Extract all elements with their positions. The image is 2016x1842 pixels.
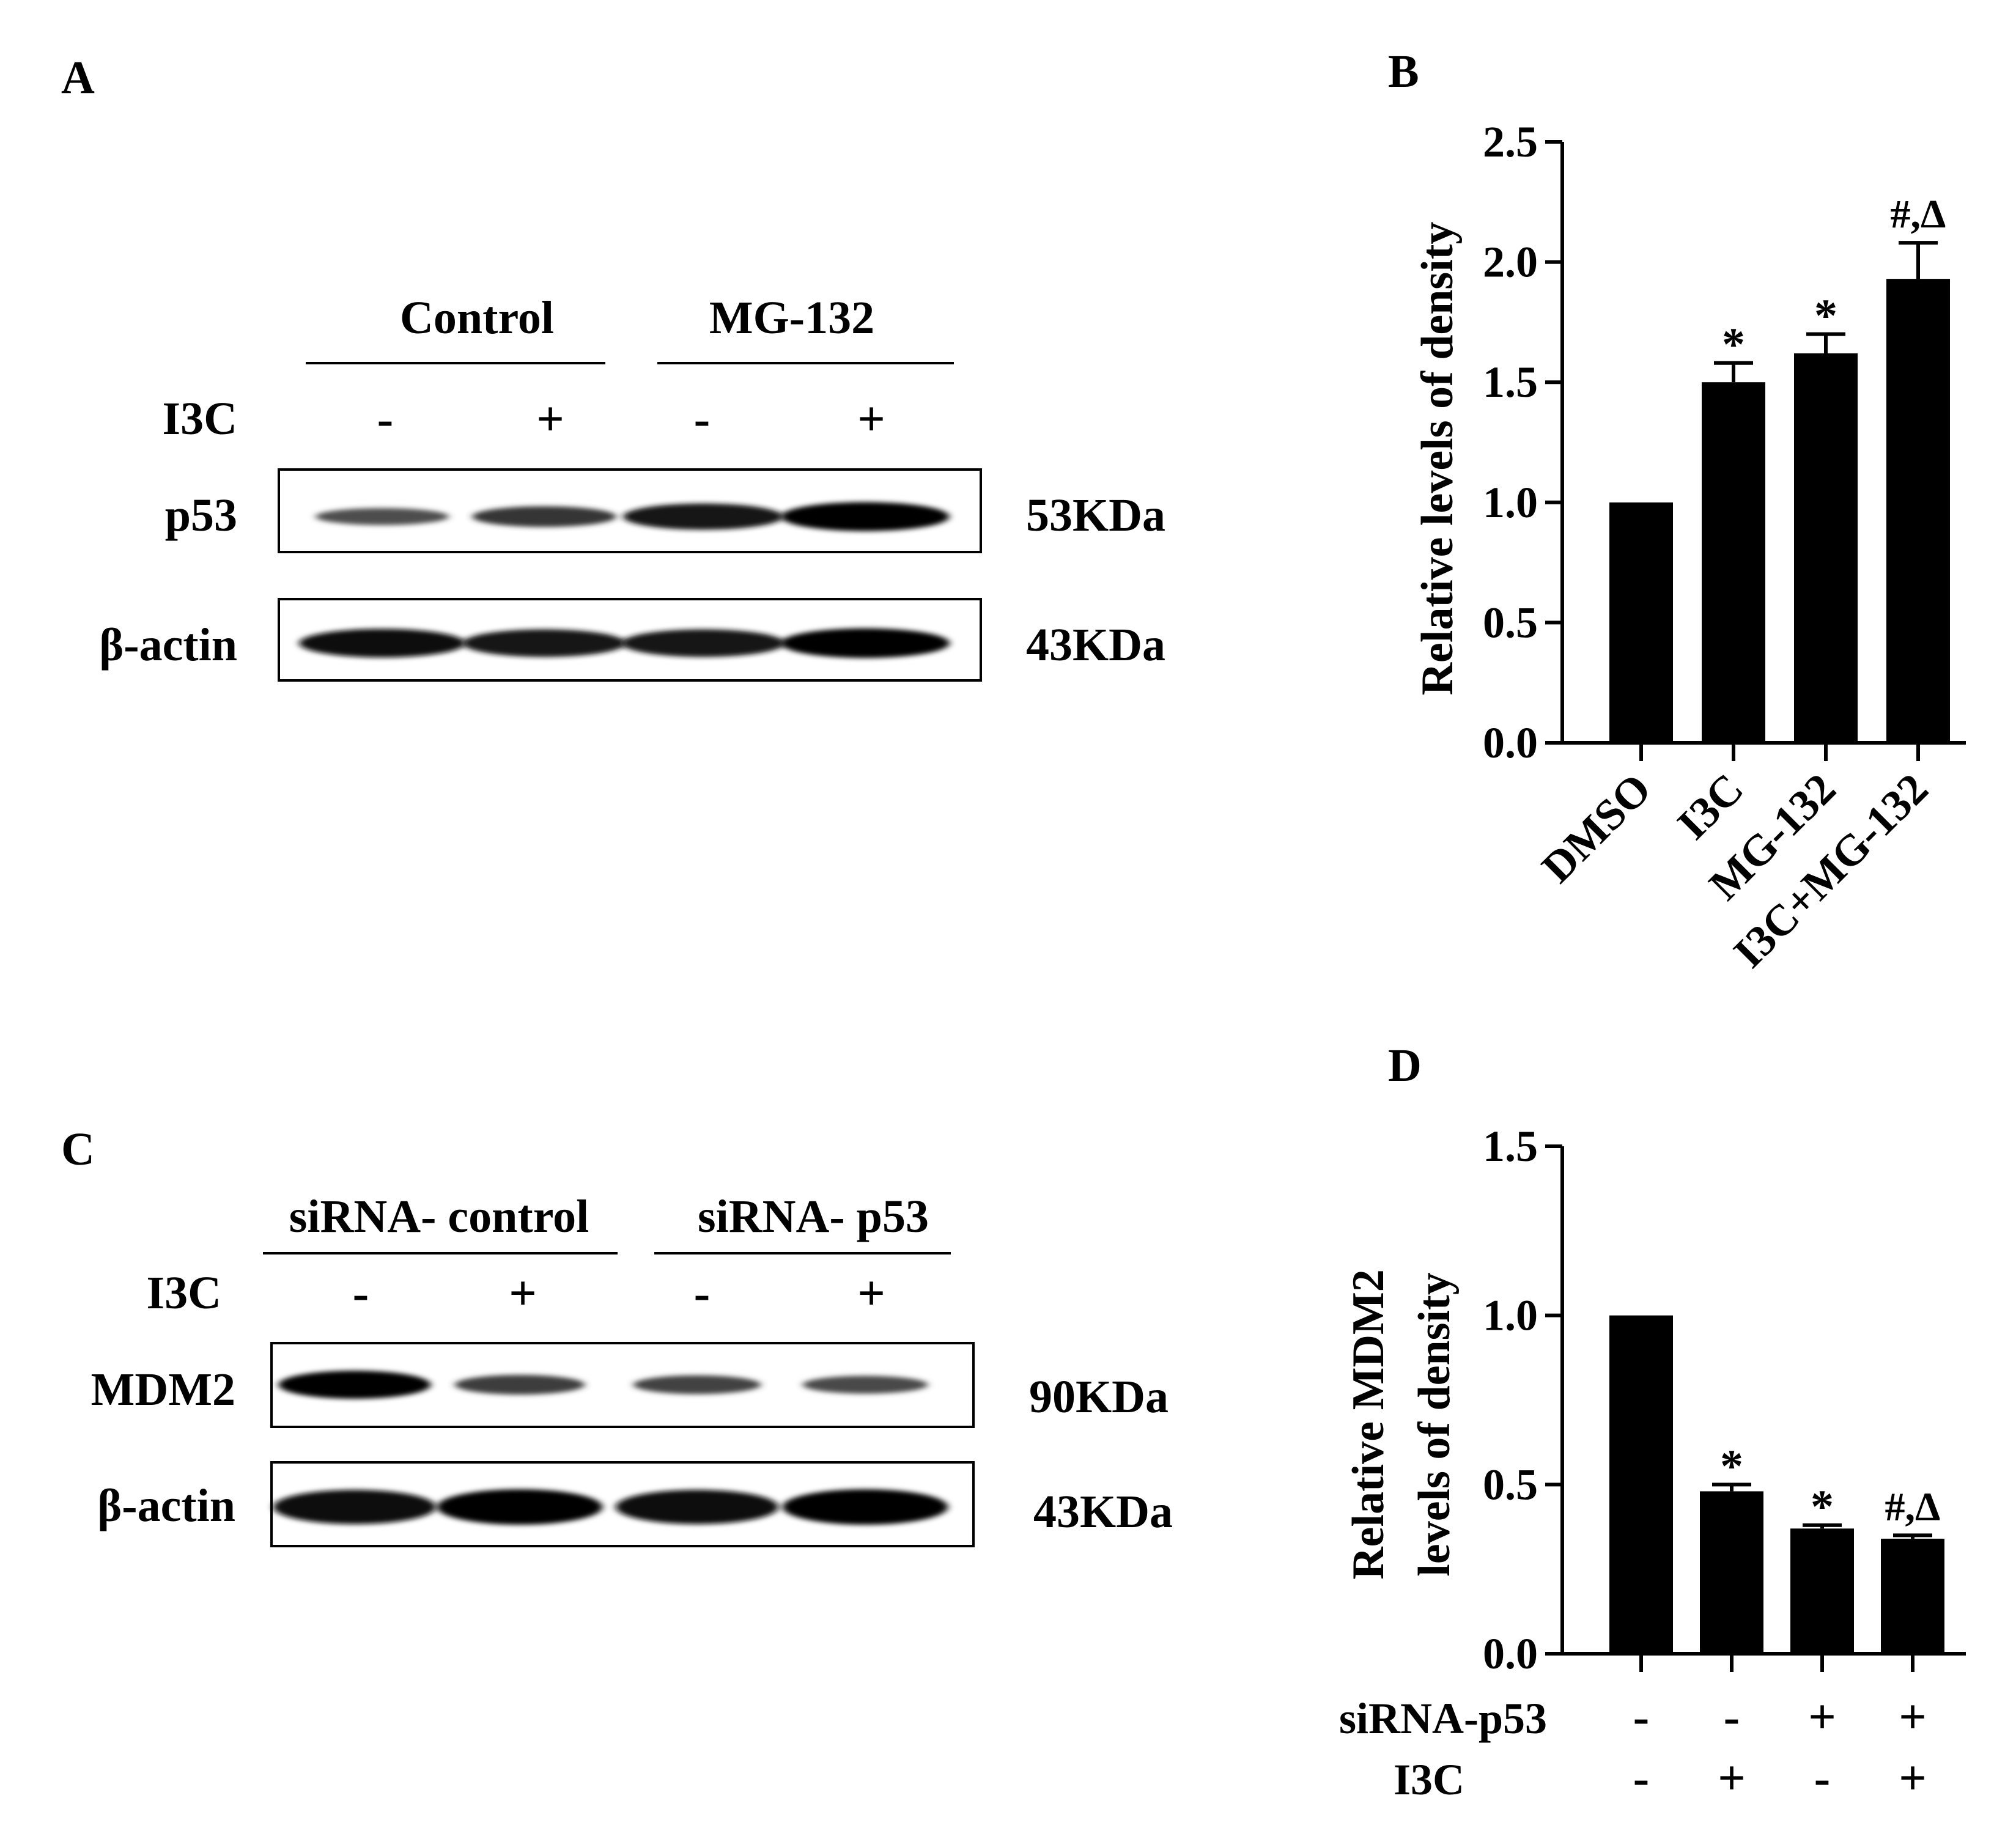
significance-label: * (1722, 319, 1745, 370)
y-tick-label: 0.5 (1483, 1460, 1538, 1509)
treatment-sign: + (857, 392, 885, 446)
significance-label: #,Δ (1885, 1484, 1941, 1529)
y-tick-label: 0.5 (1483, 598, 1538, 647)
band-beta-actin (615, 1489, 779, 1525)
panel-a: A Control MG-132 I3C - + - + p53 53KDa β… (61, 52, 1165, 682)
size-label-beta-actin: 43KDa (1026, 619, 1165, 671)
band-beta-actin (780, 628, 950, 658)
band-beta-actin (621, 629, 785, 657)
row-label-mdm2: MDM2 (91, 1364, 235, 1415)
bar (1609, 502, 1673, 743)
condition-sign: + (1899, 1752, 1927, 1805)
y-tick-label: 2.5 (1483, 117, 1538, 166)
band-group-beta-actin (273, 1489, 948, 1525)
significance-label: * (1814, 290, 1837, 342)
band-p53 (315, 508, 449, 525)
treatment-sign: + (536, 392, 564, 446)
band-mdm2 (802, 1376, 928, 1394)
condition-sign: - (1814, 1752, 1831, 1805)
condition-sign: - (1633, 1752, 1650, 1805)
panel-d: D Relative MDM2 levels of density 0.0 0.5… (1339, 1040, 1966, 1805)
band-mdm2 (278, 1371, 431, 1399)
treatment-sign: + (857, 1267, 885, 1321)
band-mdm2 (454, 1374, 585, 1395)
y-tick-label: 1.5 (1483, 1122, 1538, 1171)
treatment-sign: - (377, 392, 394, 446)
y-tick-label: 1.5 (1483, 358, 1538, 407)
condition-sign: + (1718, 1752, 1746, 1805)
treatment-label-i3c: I3C (147, 1267, 221, 1319)
treatment-label-i3c: I3C (163, 393, 237, 444)
condition-label-i3c: I3C (1394, 1755, 1464, 1804)
band-beta-actin (437, 1489, 603, 1525)
group-label-control: Control (400, 292, 554, 344)
condition-sign: - (1633, 1690, 1650, 1744)
significance-label: #,Δ (1891, 192, 1946, 237)
y-axis-title-line-2: levels of density (1409, 1272, 1460, 1576)
band-p53 (781, 502, 950, 531)
row-label-beta-actin: β-actin (97, 1480, 235, 1531)
y-axis-title-line-1: Relative MDM2 (1343, 1269, 1394, 1580)
y-tick-label: 0.0 (1483, 1629, 1538, 1678)
treatment-sign: + (509, 1267, 537, 1321)
band-group-mdm2 (278, 1371, 928, 1399)
panel-letter-c: C (61, 1124, 95, 1175)
group-label-sirna-p53: siRNA- p53 (698, 1191, 929, 1242)
band-p53 (623, 503, 783, 530)
bar (1794, 353, 1858, 743)
condition-sign: - (1724, 1690, 1740, 1744)
treatment-sign: - (353, 1267, 369, 1321)
panel-b: B Relative levels of density 0.0 0.5 1.0 1.… (1388, 46, 1966, 977)
condition-label-sirna-p53: siRNA-p53 (1339, 1694, 1547, 1743)
band-p53 (472, 506, 616, 527)
significance-label: * (1720, 1440, 1743, 1492)
y-tick-label: 0.0 (1483, 718, 1538, 767)
x-tick-label: DMSO (1532, 764, 1660, 892)
group-label-sirna-control: siRNA- control (289, 1191, 589, 1242)
bar (1886, 279, 1950, 743)
row-label-beta-actin: β-actin (99, 619, 237, 671)
band-group-p53 (315, 502, 950, 531)
bar (1790, 1528, 1854, 1654)
significance-label: * (1811, 1481, 1834, 1533)
condition-sign: + (1899, 1690, 1927, 1744)
panel-letter-d: D (1388, 1040, 1422, 1091)
bar (1700, 1491, 1763, 1654)
band-beta-actin (782, 1489, 948, 1525)
bar (1702, 382, 1765, 743)
size-label-mdm2: 90KDa (1029, 1371, 1169, 1423)
band-beta-actin (462, 629, 626, 657)
band-beta-actin (299, 628, 465, 658)
treatment-sign: - (694, 1267, 711, 1321)
y-axis-title: Relative levels of density (1412, 222, 1463, 696)
group-label-mg132: MG-132 (709, 292, 874, 344)
band-group-beta-actin (299, 628, 950, 658)
size-label-p53: 53KDa (1026, 490, 1165, 541)
band-beta-actin (273, 1489, 437, 1525)
condition-sign: + (1808, 1690, 1836, 1744)
row-label-p53: p53 (165, 490, 237, 541)
chart-d: 0.0 0.5 1.0 1.5 * * #,Δ (1483, 1122, 1966, 1678)
condition-signs: - - + + - + - + (1633, 1690, 1927, 1805)
size-label-beta-actin: 43KDa (1033, 1486, 1173, 1538)
y-tick-label: 1.0 (1483, 1291, 1538, 1340)
band-mdm2 (633, 1375, 761, 1394)
treatment-sign: - (694, 392, 711, 446)
y-tick-label: 1.0 (1483, 478, 1538, 527)
bar (1609, 1315, 1673, 1654)
panel-c: C siRNA- control siRNA- p53 I3C - + - + … (61, 1124, 1173, 1547)
bar (1881, 1538, 1944, 1654)
panel-letter-b: B (1388, 46, 1419, 97)
panel-letter-a: A (61, 52, 95, 103)
y-tick-label: 2.0 (1483, 238, 1538, 287)
